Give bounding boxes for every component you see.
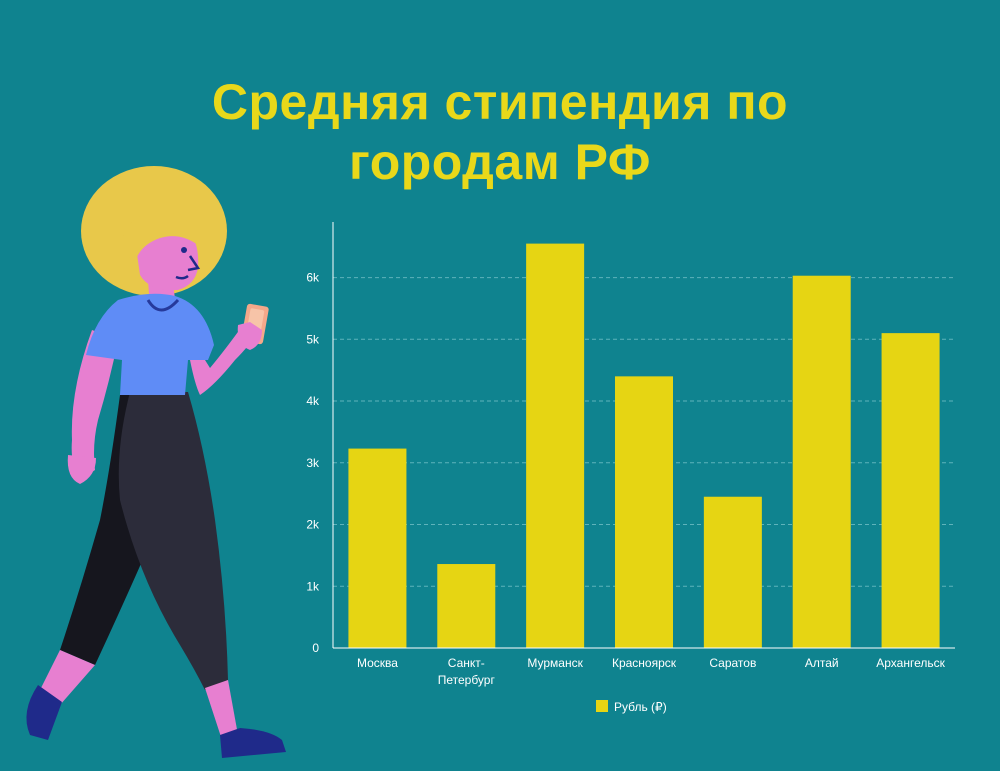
bar xyxy=(615,376,673,648)
eye xyxy=(181,247,187,253)
front-calf xyxy=(205,680,238,740)
x-tick-label: Саратов xyxy=(709,656,756,670)
x-tick-label: Алтай xyxy=(805,656,839,670)
chart-title: Средняя стипендия по городам РФ xyxy=(0,72,1000,192)
bars xyxy=(348,243,940,648)
back-shoe xyxy=(26,685,62,740)
chart-title-line-2: городам РФ xyxy=(349,134,651,190)
x-axis-labels: Москва Санкт- Петербург Мурманск Красноярск С… xyxy=(357,656,946,687)
bar xyxy=(348,448,407,648)
y-tick-label: 0 xyxy=(312,641,319,655)
y-tick-label: 1k xyxy=(306,579,320,593)
y-tick-label: 2k xyxy=(306,518,320,532)
y-axis-ticks: 0 1k 2k 3k 4k 5k 6k xyxy=(306,271,320,655)
bar xyxy=(881,333,940,648)
legend-swatch xyxy=(596,700,608,712)
face xyxy=(135,227,199,291)
y-tick-label: 4k xyxy=(306,394,320,408)
x-tick-label: Архангельск xyxy=(876,656,945,670)
shirt-collar xyxy=(146,298,180,312)
shirt xyxy=(86,293,214,395)
y-tick-label: 5k xyxy=(306,332,320,346)
x-tick-label: Петербург xyxy=(438,673,496,687)
back-calf xyxy=(40,650,95,705)
x-tick-label: Москва xyxy=(357,656,398,670)
y-tick-label: 3k xyxy=(306,456,320,470)
legend-label: Рубль (₽) xyxy=(614,700,667,714)
front-arm xyxy=(190,325,255,395)
right-hand xyxy=(237,322,262,350)
hair-fringe xyxy=(120,211,198,262)
bar xyxy=(792,275,851,648)
x-tick-label: Мурманск xyxy=(527,656,583,670)
back-arm xyxy=(71,330,118,480)
chart-title-line-1: Средняя стипендия по xyxy=(211,74,789,130)
front-leg xyxy=(118,392,228,690)
bar xyxy=(703,496,762,648)
nose xyxy=(187,255,201,272)
mouth xyxy=(175,274,189,280)
legend: Рубль (₽) xyxy=(596,700,667,714)
bar xyxy=(526,243,585,648)
x-tick-label: Красноярск xyxy=(612,656,677,670)
front-shoe xyxy=(220,728,286,758)
bar xyxy=(437,564,496,648)
y-tick-label: 6k xyxy=(306,271,320,285)
left-hand xyxy=(67,455,96,484)
x-tick-label: Санкт- xyxy=(448,656,485,670)
